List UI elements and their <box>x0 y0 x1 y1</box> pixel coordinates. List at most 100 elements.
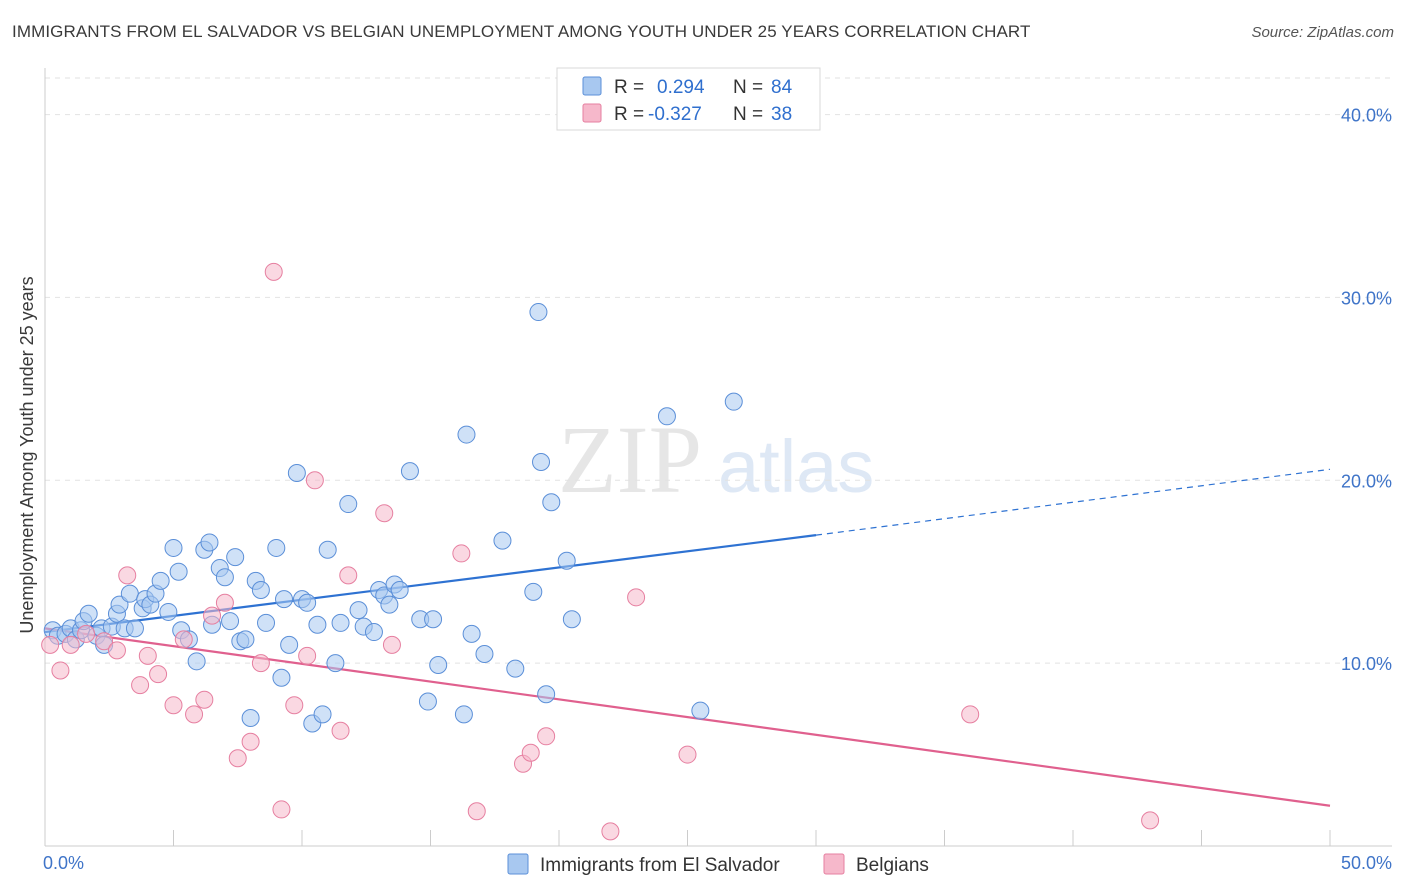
legend-swatch-belgians <box>582 103 602 123</box>
point-salvador <box>691 701 710 720</box>
legend-n-value-2: 38 <box>771 104 792 125</box>
point-belgians <box>382 635 401 654</box>
point-belgians <box>131 676 150 695</box>
gridlines <box>45 77 1392 664</box>
point-salvador <box>532 453 551 471</box>
point-belgians <box>251 654 270 673</box>
point-salvador <box>524 582 543 601</box>
point-belgians <box>185 705 204 724</box>
point-salvador <box>164 538 183 557</box>
y-tick-label: 30.0% <box>1341 288 1392 308</box>
point-salvador <box>287 463 306 482</box>
point-belgians <box>331 721 350 740</box>
point-salvador <box>529 303 548 322</box>
point-salvador <box>493 531 512 550</box>
point-salvador <box>110 595 129 614</box>
legend-swatch-salvador <box>582 76 602 96</box>
point-salvador <box>267 538 286 557</box>
point-belgians <box>228 749 247 768</box>
point-salvador <box>308 615 327 634</box>
point-salvador <box>364 623 383 642</box>
point-belgians <box>215 593 234 612</box>
point-salvador <box>159 602 178 621</box>
point-salvador <box>562 610 581 629</box>
point-salvador <box>151 571 170 590</box>
point-salvador <box>318 540 337 559</box>
point-salvador <box>251 581 270 599</box>
point-belgians <box>272 800 291 819</box>
point-belgians <box>627 588 646 607</box>
point-belgians <box>77 624 96 643</box>
point-belgians <box>961 705 980 724</box>
point-belgians <box>678 745 697 764</box>
point-salvador <box>429 655 448 674</box>
point-salvador <box>226 548 245 567</box>
y-tick-label: 20.0% <box>1341 471 1392 491</box>
point-salvador <box>120 584 139 603</box>
point-salvador <box>454 705 473 724</box>
point-belgians <box>174 630 193 649</box>
legend-r-value-2: -0.327 <box>648 104 702 125</box>
point-belgians <box>264 262 283 281</box>
x-tick-label-start: 0.0% <box>43 853 84 873</box>
axes <box>44 68 1392 847</box>
point-salvador <box>215 568 234 587</box>
point-belgians <box>601 822 620 841</box>
watermark: ZIP atlas <box>558 406 874 513</box>
point-belgians <box>285 696 304 715</box>
point-salvador <box>169 562 188 581</box>
point-salvador <box>537 685 556 704</box>
point-belgians <box>241 732 260 751</box>
bottom-legend-swatch-salvador <box>507 853 529 875</box>
point-salvador <box>462 624 481 643</box>
watermark-atlas: atlas <box>718 425 874 508</box>
point-salvador <box>542 493 561 512</box>
point-belgians <box>149 665 168 684</box>
series-legend: Immigrants from El Salvador Belgians <box>507 853 929 876</box>
point-belgians <box>118 566 137 585</box>
point-salvador <box>390 581 409 599</box>
tick-labels: 10.0% 20.0% 30.0% 40.0% 0.0% 50.0% <box>43 106 1392 873</box>
point-salvador <box>724 392 743 411</box>
point-salvador <box>326 654 345 673</box>
point-salvador <box>313 705 332 724</box>
point-belgians <box>95 632 114 651</box>
y-axis-label: Unemployment Among Youth under 25 years <box>17 276 37 633</box>
point-salvador <box>298 593 317 612</box>
point-salvador <box>475 645 494 663</box>
point-belgians <box>51 661 70 680</box>
point-salvador <box>424 610 443 629</box>
point-salvador <box>380 595 399 614</box>
point-salvador <box>257 613 276 632</box>
point-belgians <box>375 504 394 523</box>
point-salvador <box>241 709 260 727</box>
point-salvador <box>200 533 219 552</box>
chart-title: IMMIGRANTS FROM EL SALVADOR VS BELGIAN U… <box>12 22 1031 41</box>
data-points <box>41 262 1160 841</box>
y-tick-label: 10.0% <box>1341 654 1392 674</box>
correlation-legend: R = 0.294 N = 84 R = -0.327 N = 38 <box>556 67 821 131</box>
point-salvador <box>331 613 350 632</box>
point-belgians <box>305 471 324 490</box>
trend-line-salvador-extension <box>815 468 1331 536</box>
watermark-zip: ZIP <box>558 406 702 513</box>
bottom-legend-label-belgians: Belgians <box>856 855 929 876</box>
point-salvador <box>280 635 299 654</box>
legend-n-label-1: N = <box>733 77 763 98</box>
bottom-legend-label-salvador: Immigrants from El Salvador <box>540 855 780 876</box>
point-salvador <box>349 601 368 620</box>
source-label: Source: ZipAtlas.com <box>1251 24 1394 41</box>
point-salvador <box>125 619 144 638</box>
bottom-legend-swatch-belgians <box>823 853 845 875</box>
point-belgians <box>1141 811 1160 830</box>
y-tick-label: 40.0% <box>1341 106 1392 126</box>
point-belgians <box>107 641 126 660</box>
legend-n-value-1: 84 <box>771 77 793 98</box>
point-salvador <box>236 630 255 649</box>
point-salvador <box>457 425 476 444</box>
point-belgians <box>521 743 540 762</box>
point-belgians <box>195 690 214 709</box>
point-salvador <box>557 551 576 570</box>
legend-n-label-2: N = <box>733 104 763 125</box>
point-salvador <box>272 668 291 687</box>
